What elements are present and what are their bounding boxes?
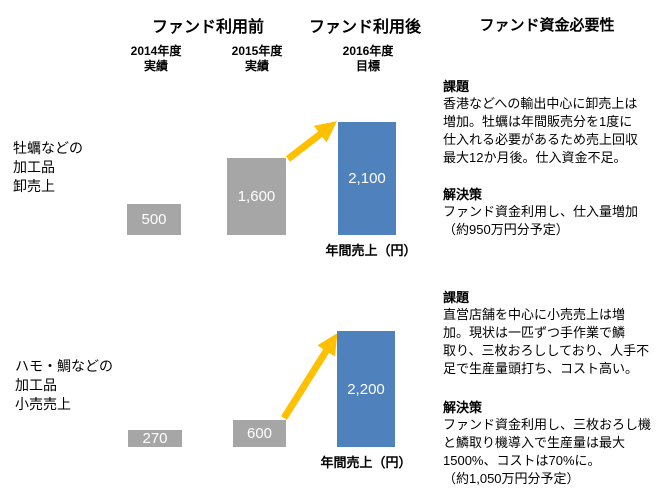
bar-2014-actual: 270 bbox=[128, 430, 182, 447]
row-label-hamo-retail: ハモ・鯛などの 加工品 小売売上 bbox=[15, 358, 113, 412]
row-label-oyster-wholesale: 牡蠣などの 加工品 卸売上 bbox=[13, 140, 83, 194]
growth-arrow-icon bbox=[285, 121, 337, 162]
bar-2016-target: 2,100 bbox=[338, 122, 396, 235]
bar-2015-actual: 1,600 bbox=[227, 158, 286, 235]
bar-2016-target: 2,200 bbox=[337, 331, 395, 447]
column-header-2014: 2014年度 実績 bbox=[130, 44, 182, 73]
header-after-fund: ファンド利用後 bbox=[308, 19, 421, 36]
issue-title: 課題 bbox=[443, 290, 470, 305]
solution-body: ファンド資金利用し、仕入量増加 （約950万円分予定） bbox=[443, 204, 639, 237]
bar-value-label: 2,100 bbox=[348, 170, 386, 187]
header-fund-necessity: ファンド資金必要性 bbox=[479, 17, 615, 34]
column-header-2015: 2015年度 実績 bbox=[231, 44, 283, 73]
axis-label-annual-sales: 年間売上（円） bbox=[320, 455, 412, 470]
bar-value-label: 2,200 bbox=[347, 380, 385, 398]
issue-block-row1: 課題 香港などへの輸出中心に卸売上は 増加。牡蠣は年間販売分を1度に 仕入れる必… bbox=[443, 78, 666, 167]
header-before-fund: ファンド利用前 bbox=[151, 19, 264, 36]
solution-title: 解決策 bbox=[443, 400, 483, 415]
growth-arrow-icon bbox=[281, 333, 338, 420]
solution-block-row2: 解決策 ファンド資金利用し、三枚おろし機 と鱗取り機導入で生産量は最大 1500… bbox=[443, 399, 666, 488]
issue-body: 直営店舗を中心に小売売上は増 加。現状は一匹ずつ手作業で鱗 取り、三枚おろしして… bbox=[443, 307, 650, 376]
axis-label-annual-sales: 年間売上（円） bbox=[325, 243, 417, 258]
bar-value-label: 1,600 bbox=[237, 188, 276, 205]
issue-body: 香港などへの輸出中心に卸売上は 増加。牡蠣は年間販売分を1度に 仕入れる必要があ… bbox=[443, 96, 639, 165]
issue-block-row2: 課題 直営店舗を中心に小売売上は増 加。現状は一匹ずつ手作業で鱗 取り、三枚おろ… bbox=[443, 289, 666, 378]
bar-value-label: 500 bbox=[141, 211, 167, 228]
bar-2014-actual: 500 bbox=[127, 204, 181, 235]
issue-title: 課題 bbox=[443, 79, 470, 94]
solution-block-row1: 解決策 ファンド資金利用し、仕入量増加 （約950万円分予定） bbox=[443, 186, 666, 239]
bar-value-label: 270 bbox=[142, 430, 168, 447]
solution-body: ファンド資金利用し、三枚おろし機 と鱗取り機導入で生産量は最大 1500%、コス… bbox=[443, 417, 652, 486]
column-header-2016: 2016年度 目標 bbox=[342, 44, 394, 73]
bar-2015-actual: 600 bbox=[233, 420, 286, 447]
bar-value-label: 600 bbox=[246, 425, 273, 442]
solution-title: 解決策 bbox=[443, 187, 483, 202]
